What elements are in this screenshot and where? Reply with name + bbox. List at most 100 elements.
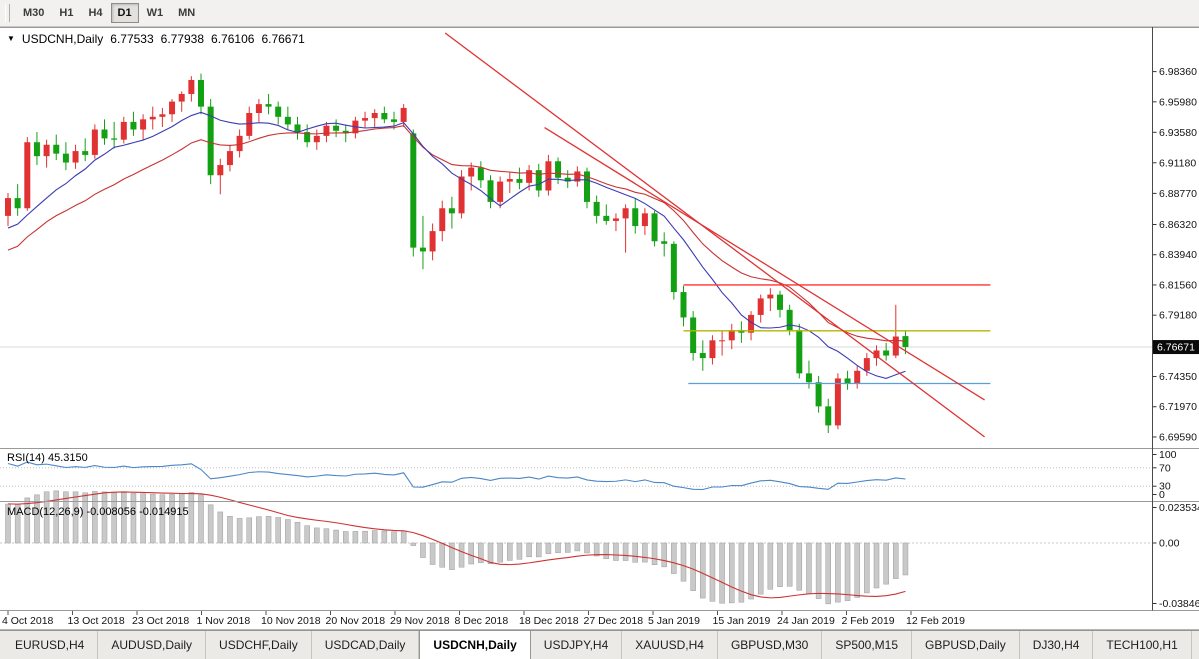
symbol-tab-dj30-h4[interactable]: DJ30,H4 — [1020, 631, 1094, 659]
price-axis: 6.98360 6.95980 6.93580 6.91180 6.88770 6.863… — [1152, 66, 1199, 443]
chart-canvas[interactable]: 6.98360 6.95980 6.93580 6.91180 6.88770 6.863… — [0, 27, 1199, 630]
candle-body — [545, 161, 552, 191]
date-axis-label: 24 Jan 2019 — [777, 615, 835, 627]
macd-bar — [14, 504, 21, 544]
macd-axis-label: 0.00 — [1159, 537, 1180, 549]
candle-body — [217, 165, 224, 176]
candle-body — [130, 121, 137, 130]
macd-bar — [285, 519, 291, 544]
candle-body — [641, 213, 648, 227]
candle-body — [863, 358, 870, 371]
toolbar-grip[interactable] — [5, 4, 10, 22]
candle-body — [342, 130, 349, 134]
descending-trendline-1[interactable] — [544, 127, 985, 401]
price-axis-label: 6.74350 — [1159, 371, 1197, 383]
price-axis-label: 6.83940 — [1159, 249, 1197, 261]
date-axis-label: 27 Dec 2018 — [584, 615, 644, 627]
candlestick-series — [5, 73, 909, 434]
candle-body — [429, 231, 436, 252]
candle-body — [149, 116, 156, 120]
timeframe-button-h4[interactable]: H4 — [81, 3, 109, 23]
price-axis-label: 6.81560 — [1159, 279, 1197, 291]
symbol-tab-sp500-m15[interactable]: SP500,M15 — [822, 631, 913, 659]
descending-trendline-0[interactable] — [444, 32, 985, 438]
macd-bar — [574, 542, 581, 552]
macd-bar — [5, 503, 11, 544]
timeframe-button-w1[interactable]: W1 — [140, 3, 171, 23]
candle-body — [834, 378, 841, 426]
symbol-tab-audusd-daily[interactable]: AUDUSD,Daily — [98, 631, 207, 659]
price-axis-label: 6.88770 — [1159, 188, 1197, 200]
macd-bar — [198, 494, 204, 544]
macd-bar — [53, 490, 59, 544]
timeframe-button-d1[interactable]: D1 — [110, 3, 139, 23]
symbol-tab-usdjpy-h4[interactable]: USDJPY,H4 — [531, 631, 623, 659]
symbol-tab-usdcad-daily[interactable]: USDCAD,Daily — [312, 631, 420, 659]
symbol-tab-usdcnh-daily[interactable]: USDCNH,Daily — [419, 631, 531, 659]
timeframe-button-h1[interactable]: H1 — [52, 3, 80, 23]
date-axis-label: 1 Nov 2018 — [197, 615, 251, 627]
macd-bar — [748, 542, 754, 600]
macd-bar — [236, 518, 243, 544]
candle-body — [815, 382, 822, 407]
macd-bar — [815, 542, 822, 599]
collapse-triangle-icon[interactable]: ▼ — [7, 34, 15, 43]
symbol-tabbar: EURUSD,H4 AUDUSD,Daily USDCHF,Daily USDCAD,… — [0, 630, 1199, 659]
macd-bar — [497, 542, 503, 563]
date-axis-label: 8 Dec 2018 — [455, 615, 509, 627]
macd-bar — [507, 542, 513, 561]
candle-body — [169, 101, 176, 115]
symbol-tab-uk-1[interactable]: UK 1 — [1192, 631, 1199, 659]
macd-bar — [796, 542, 803, 591]
price-axis-label: 6.98360 — [1159, 66, 1197, 78]
rsi-line — [7, 461, 906, 491]
candle-body — [43, 144, 50, 157]
symbol-tab-eurusd-h4[interactable]: EURUSD,H4 — [2, 631, 99, 659]
candle-body — [777, 294, 783, 310]
rsi-axis-label: 70 — [1159, 462, 1171, 474]
date-axis-label: 15 Jan 2019 — [713, 615, 771, 627]
macd-bar — [487, 542, 494, 565]
macd-bar — [304, 525, 310, 544]
ma-slow-line[interactable] — [7, 125, 906, 342]
macd-bar — [603, 542, 610, 560]
macd-bar — [227, 516, 233, 544]
macd-bar — [275, 517, 281, 544]
candle-body — [699, 353, 706, 359]
macd-bar — [777, 542, 783, 587]
price-axis-label: 6.95980 — [1159, 96, 1197, 108]
candle-body — [5, 198, 11, 216]
candle-body — [497, 181, 504, 202]
macd-bar — [458, 542, 465, 568]
symbol-tab-xauusd-h4[interactable]: XAUUSD,H4 — [622, 631, 718, 659]
symbol-tab-tech100-h1[interactable]: TECH100,H1 — [1093, 631, 1192, 659]
rsi-axis-label: 0 — [1159, 489, 1165, 501]
candle-body — [53, 144, 60, 154]
ma-fast-line[interactable] — [7, 111, 906, 380]
timeframe-button-m30[interactable]: M30 — [16, 3, 51, 23]
macd-bar — [381, 530, 388, 544]
candle-body — [323, 125, 330, 136]
macd-bar — [526, 542, 532, 558]
candle-body — [198, 79, 204, 107]
candle-body — [487, 180, 494, 202]
candle-body — [371, 113, 378, 119]
date-axis-label: 23 Oct 2018 — [132, 615, 189, 627]
candle-body — [593, 201, 600, 216]
current-price-badge — [1153, 340, 1199, 355]
macd-bar — [72, 491, 79, 544]
symbol-tab-usdchf-daily[interactable]: USDCHF,Daily — [206, 631, 312, 659]
macd-bar — [671, 542, 677, 574]
macd-bar — [690, 542, 696, 591]
symbol-tab-gbpusd-daily[interactable]: GBPUSD,Daily — [912, 631, 1020, 659]
symbol-tab-gbpusd-m30[interactable]: GBPUSD,M30 — [718, 631, 823, 659]
candle-body — [410, 133, 417, 248]
candle-body — [564, 177, 571, 182]
candle-body — [651, 213, 658, 242]
candle-body — [236, 135, 243, 152]
macd-bar — [43, 491, 50, 544]
timeframe-button-mn[interactable]: MN — [171, 3, 202, 23]
